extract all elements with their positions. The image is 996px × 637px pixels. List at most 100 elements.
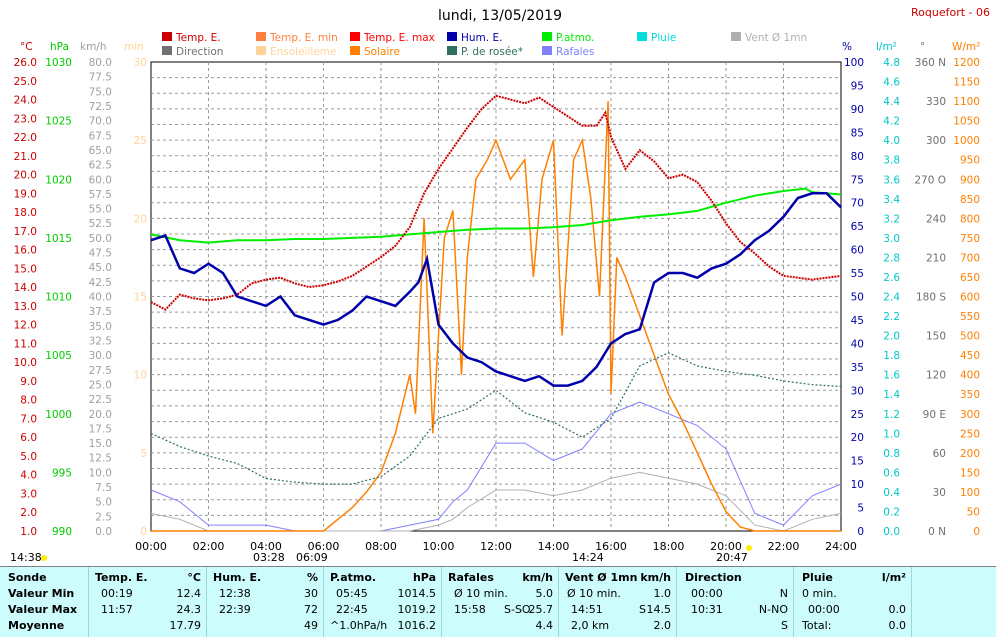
rain-tick-label: 4.4 [883,96,900,108]
x-tick-label: 16:00 [595,540,627,553]
rain-tick-label: 1.6 [883,370,900,382]
temp-tick-label: 24.0 [14,95,37,107]
wind-tick-label: 70.0 [89,116,112,128]
solar-tick-label: 1000 [953,135,980,147]
wind-tick-label: 2.5 [95,511,112,523]
temp-tick-label: 23.0 [14,113,37,125]
solar-tick-label: 50 [967,506,980,518]
series-p-atmo--line [150,187,842,244]
wind-tick-label: 10.0 [89,467,112,479]
dir-tick-label: 330 [926,96,946,108]
grid [151,62,841,531]
rain-unit: l/m² [876,41,897,53]
hum-tick-label: 85 [851,127,864,139]
legend-label: P.atmo. [556,32,594,44]
wind-tick-label: 75.0 [89,86,112,98]
press-tick-label: 1000 [45,409,72,421]
hum-tick-label: 35 [851,362,864,374]
dir-column: Direction 00:00 N 10:31 N-NO S [676,567,794,637]
sunmin-tick-label: 25 [134,135,147,147]
series-p-de-ros-e--line [150,352,842,485]
temp-tick-label: 10.0 [14,357,37,369]
gust-column: Rafales km/h Ø 10 min. 5.0 15:58 S-SO 25… [441,567,559,637]
sunmin-tick-label: 0 [140,526,147,538]
rain-tick-label: 3.0 [883,233,900,245]
press-tick-label: 1005 [45,350,72,362]
dir-tick-label: 180 S [916,292,946,304]
dir-tick-label: 270 O [914,174,946,186]
hum-column: Hum. E. % 12:38 30 22:39 72 49 [206,567,324,637]
temp-tick-label: 21.0 [14,151,37,163]
x-tick-label: 24:00 [825,540,857,553]
rain-tick-label: 0.0 [883,526,900,538]
wind-tick-label: 77.5 [89,72,112,84]
wind-tick-label: 45.0 [89,262,112,274]
rain-tick-label: 4.0 [883,135,900,147]
temp-unit: °C [20,41,33,53]
solar-tick-label: 450 [960,350,980,362]
press-tick-label: 1025 [45,116,72,128]
hum-tick-label: 60 [851,245,864,257]
hum-tick-label: 5 [857,503,864,515]
wind-tick-label: 5.0 [95,497,112,509]
legend: Temp. E. Temp. E. min Temp. E. max Hum. … [162,32,807,58]
solar-tick-label: 650 [960,272,980,284]
rain-tick-label: 2.6 [883,272,900,284]
solar-tick-label: 1200 [953,57,980,69]
sunset-marker: 20:47 [716,551,748,564]
wind-tick-label: 17.5 [89,423,112,435]
moon-marker: 14:24 [572,551,604,564]
press-tick-label: 1020 [45,174,72,186]
temp-tick-label: 12.0 [14,320,37,332]
dir-tick-label: 0 N [928,526,946,538]
row-headers: Sonde Valeur Min Valeur Max Moyenne [0,567,88,637]
hum-tick-label: 25 [851,409,864,421]
hum-tick-label: 95 [851,80,864,92]
solar-tick-label: 800 [960,213,980,225]
empty-column [911,567,996,637]
solar-tick-label: 850 [960,194,980,206]
station-name: Roquefort - 06 [911,6,990,19]
solar-unit: W/m² [952,41,980,53]
hum-tick-label: 0 [857,526,864,538]
wind-tick-label: 57.5 [89,189,112,201]
hum-tick-label: 45 [851,315,864,327]
rain-tick-label: 4.8 [883,57,900,69]
solar-tick-label: 900 [960,174,980,186]
solar-tick-label: 950 [960,155,980,167]
press-tick-label: 1030 [45,57,72,69]
temp-tick-label: 15.0 [14,263,37,275]
solar-tick-label: 200 [960,448,980,460]
press-unit: hPa [50,41,69,53]
solar-tick-label: 300 [960,409,980,421]
rain-tick-label: 2.0 [883,331,900,343]
rain-tick-label: 1.2 [883,409,900,421]
solar-tick-label: 400 [960,370,980,382]
temp-tick-label: 13.0 [14,301,37,313]
sun-icon [41,555,47,561]
chart-title: lundi, 13/05/2019 [438,8,562,24]
hum-tick-label: 40 [851,338,864,350]
temp-tick-label: 9.0 [20,376,37,388]
hum-tick-label: 30 [851,385,864,397]
rain-tick-label: 3.4 [883,194,900,206]
dir-unit: ° [920,41,925,53]
rain-tick-label: 3.2 [883,213,900,225]
hum-tick-label: 75 [851,174,864,186]
press-column: P.atmo. hPa 05:45 1014.5 22:45 1019.2 ^1… [323,567,442,637]
wind-tick-label: 47.5 [89,248,112,260]
row-header: Valeur Min [8,587,75,600]
hum-tick-label: 55 [851,268,864,280]
solar-tick-label: 750 [960,233,980,245]
temp-tick-label: 3.0 [20,488,37,500]
hum-tick-label: 90 [851,104,864,116]
solar-tick-label: 700 [960,252,980,264]
dir-tick-label: 360 N [915,57,946,69]
rain-tick-label: 2.2 [883,311,900,323]
series-solaire-line [151,101,841,532]
rain-tick-label: 0.2 [883,506,900,518]
temp-tick-label: 6.0 [20,432,37,444]
solar-tick-label: 100 [960,487,980,499]
legend-swatch [256,32,266,41]
rain-tick-label: 0.6 [883,467,900,479]
